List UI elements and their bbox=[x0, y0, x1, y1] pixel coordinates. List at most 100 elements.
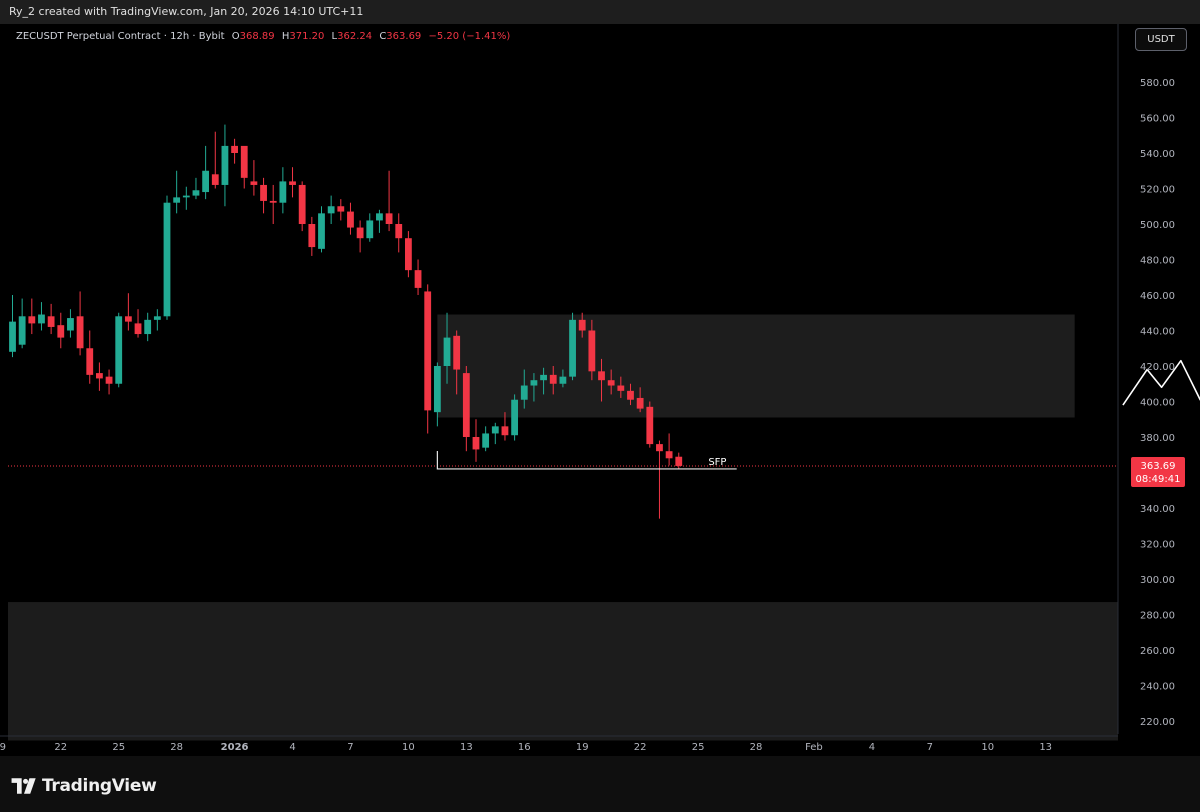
candle bbox=[665, 433, 673, 466]
current-price-value: 363.69 bbox=[1141, 461, 1176, 472]
candle-body bbox=[356, 227, 364, 239]
open-value: 368.89 bbox=[239, 31, 275, 42]
candle-body bbox=[182, 195, 190, 198]
candle-body bbox=[67, 318, 74, 331]
price-tick-label: 400.00 bbox=[1140, 398, 1175, 409]
candle-body bbox=[105, 376, 113, 384]
price-tick-label: 540.00 bbox=[1140, 149, 1175, 160]
attribution-bar: Ry_2 created with TradingView.com, Jan 2… bbox=[0, 0, 1200, 24]
candle-body bbox=[96, 373, 103, 379]
candle-body bbox=[472, 437, 480, 450]
candle-body bbox=[627, 390, 634, 400]
candle bbox=[462, 366, 470, 452]
high-label: H bbox=[281, 31, 290, 42]
candle bbox=[549, 366, 557, 395]
price-tick-label: 300.00 bbox=[1140, 575, 1175, 586]
candle bbox=[298, 181, 306, 232]
time-tick-label: 13 bbox=[1039, 742, 1052, 753]
brand-name: TradingView bbox=[42, 776, 157, 796]
candle bbox=[395, 213, 403, 253]
candle-body bbox=[385, 213, 393, 224]
candle bbox=[327, 195, 335, 224]
candle bbox=[57, 312, 65, 349]
candle bbox=[28, 298, 36, 335]
candle bbox=[588, 319, 596, 381]
candle bbox=[182, 186, 190, 210]
candle-body bbox=[18, 316, 26, 345]
candle-body bbox=[569, 319, 576, 377]
candle bbox=[163, 195, 171, 320]
candle bbox=[482, 426, 490, 452]
candle bbox=[501, 412, 509, 441]
candle bbox=[433, 362, 441, 427]
candle bbox=[240, 145, 248, 189]
supply-zone bbox=[437, 314, 1075, 418]
attribution-text: Ry_2 created with TradingView.com, Jan 2… bbox=[9, 5, 364, 18]
candle-body bbox=[202, 170, 210, 193]
price-tick-label: 420.00 bbox=[1140, 362, 1175, 373]
candle bbox=[289, 167, 296, 198]
price-tick-label: 260.00 bbox=[1140, 646, 1175, 657]
candle bbox=[443, 312, 451, 384]
candle bbox=[656, 440, 663, 519]
candle-body bbox=[318, 213, 325, 249]
candle-body bbox=[279, 181, 287, 203]
candle-body bbox=[424, 291, 432, 411]
time-tick-label: 4 bbox=[289, 742, 295, 753]
price-chart[interactable]: SFP 580.00 560.00 540.00 520.00 500.00 480.00… bbox=[0, 24, 1200, 756]
candle-body bbox=[192, 190, 200, 196]
price-tick-label: 460.00 bbox=[1140, 291, 1175, 302]
time-tick-label: 10 bbox=[981, 742, 994, 753]
time-tick-label: 28 bbox=[750, 742, 763, 753]
candle bbox=[347, 202, 354, 235]
candle bbox=[202, 145, 210, 200]
symbol-name: ZECUSDT Perpetual Contract · 12h · Bybit bbox=[16, 31, 225, 42]
candle bbox=[540, 367, 547, 395]
sfp-label: SFP bbox=[708, 457, 726, 468]
candle bbox=[578, 312, 586, 338]
candle-body bbox=[38, 314, 45, 324]
candle bbox=[627, 383, 634, 406]
candle bbox=[308, 216, 316, 256]
candle bbox=[269, 184, 277, 224]
candle-body bbox=[57, 325, 65, 338]
candle-body bbox=[173, 197, 181, 203]
candle-body bbox=[327, 206, 335, 214]
low-label: L bbox=[331, 31, 338, 42]
candle-body bbox=[665, 451, 673, 459]
candle-body bbox=[675, 456, 683, 466]
price-tick-label: 520.00 bbox=[1140, 185, 1175, 196]
candle-body bbox=[124, 316, 132, 322]
time-tick-label: 16 bbox=[518, 742, 531, 753]
footer-bar bbox=[0, 756, 1200, 812]
candle-body bbox=[617, 385, 625, 391]
candle-body bbox=[289, 181, 296, 185]
candle bbox=[105, 369, 113, 395]
time-tick-label: 7 bbox=[927, 742, 933, 753]
time-tick-label: 4 bbox=[869, 742, 875, 753]
currency-button[interactable]: USDT bbox=[1135, 28, 1187, 51]
candle bbox=[18, 298, 26, 349]
candle-body bbox=[501, 426, 509, 436]
price-tick-label: 320.00 bbox=[1140, 540, 1175, 551]
candle-body bbox=[221, 145, 229, 185]
candle bbox=[636, 387, 644, 413]
candle-body bbox=[646, 406, 654, 445]
candle bbox=[404, 231, 412, 278]
candle-body bbox=[395, 224, 403, 239]
candle bbox=[144, 312, 152, 342]
close-label: C bbox=[379, 31, 387, 42]
candle bbox=[76, 291, 84, 356]
change-value: −5.20 (−1.41%) bbox=[428, 31, 511, 42]
candle-body bbox=[28, 316, 36, 324]
chart-area[interactable]: SFP 580.00 560.00 540.00 520.00 500.00 480.00… bbox=[0, 24, 1200, 756]
candle-body bbox=[433, 366, 441, 413]
candle-body bbox=[520, 385, 528, 400]
high-value: 371.20 bbox=[289, 31, 325, 42]
bar-countdown: 08:49:41 bbox=[1136, 474, 1181, 485]
candle bbox=[211, 131, 219, 189]
close-value: 363.69 bbox=[386, 31, 422, 42]
candle-body bbox=[298, 184, 306, 224]
price-tick-label: 380.00 bbox=[1140, 433, 1175, 444]
candle bbox=[221, 124, 229, 207]
